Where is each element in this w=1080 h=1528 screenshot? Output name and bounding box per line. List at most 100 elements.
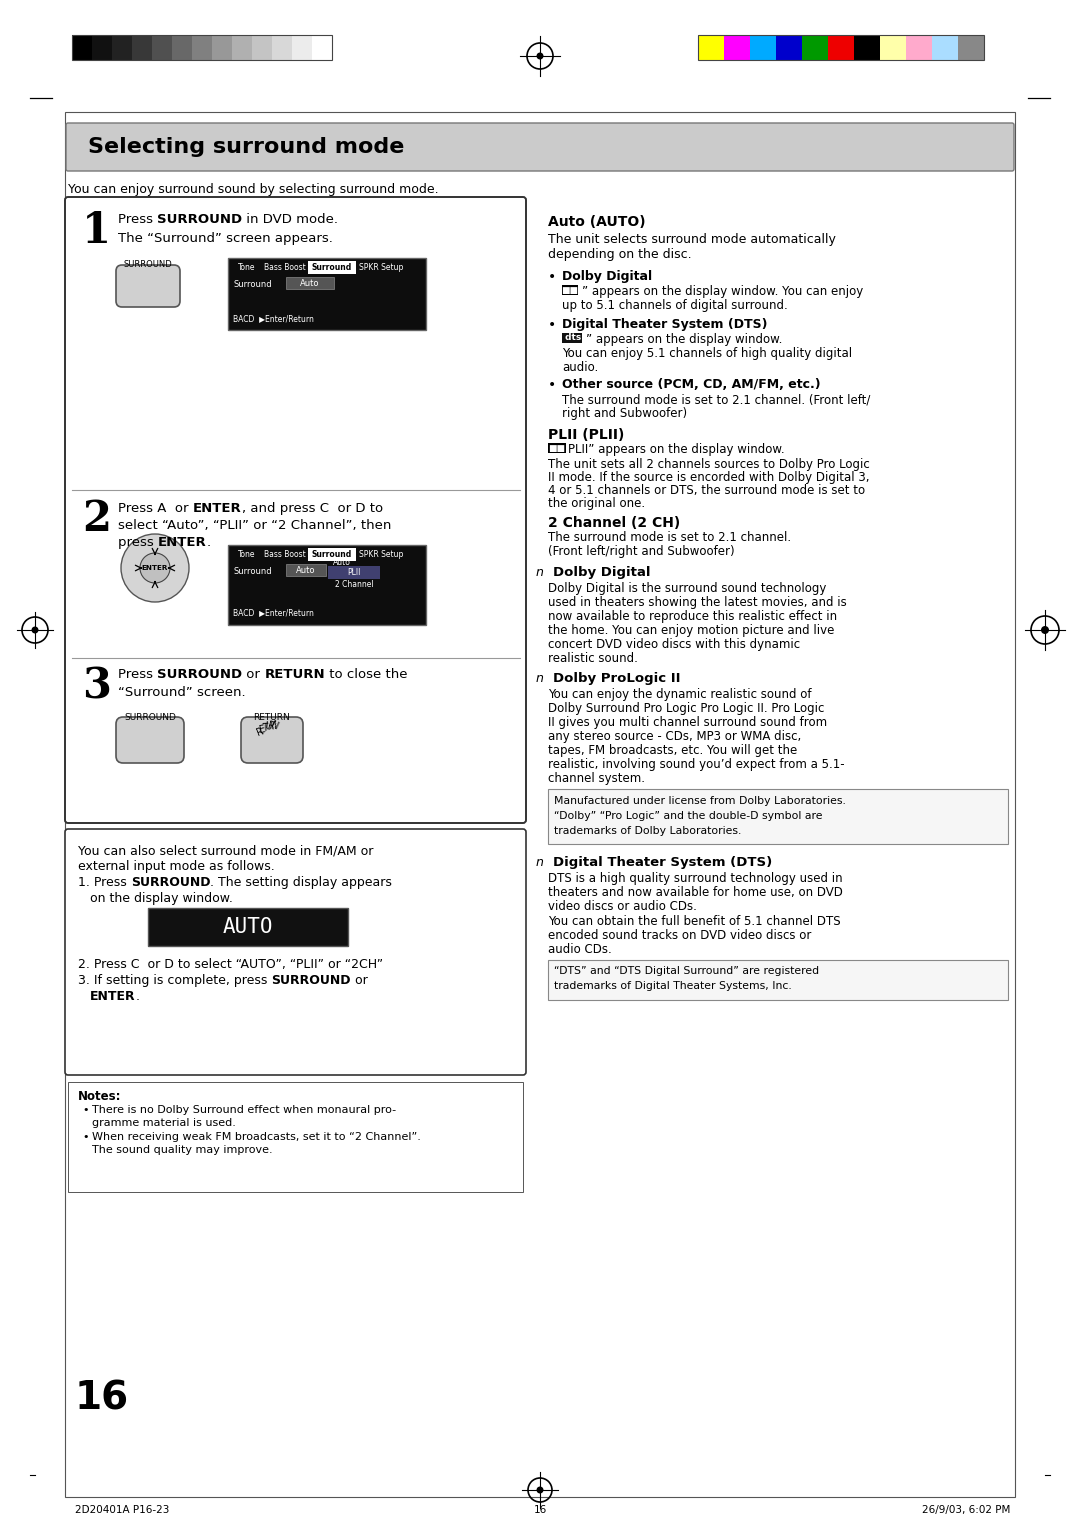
Text: n: n [536,672,544,685]
Text: Digital Theater System (DTS): Digital Theater System (DTS) [562,318,768,332]
Text: 2 Channel (2 CH): 2 Channel (2 CH) [548,516,680,530]
Circle shape [1041,626,1049,634]
Text: Auto: Auto [296,565,315,575]
Bar [698,35,984,60]
Text: You can obtain the full benefit of 5.1 channel DTS: You can obtain the full benefit of 5.1 c… [548,915,840,927]
Text: ENTER: ENTER [158,536,206,549]
Text: PLII: PLII [348,567,361,576]
Bar [880,35,906,60]
Text: Dolby ProLogic II: Dolby ProLogic II [553,672,680,685]
Text: 16: 16 [75,1380,130,1418]
Circle shape [537,52,543,60]
Text: Bass Boost: Bass Boost [265,263,306,272]
Text: .: . [136,990,139,1002]
Text: Press: Press [118,668,158,681]
Text: •: • [82,1132,89,1141]
Bar [724,35,750,60]
Text: BACD  ▶Enter/Return: BACD ▶Enter/Return [233,608,314,617]
FancyBboxPatch shape [116,717,184,762]
Text: Tone: Tone [239,550,256,559]
Bar [112,35,132,60]
Text: trademarks of Dolby Laboratories.: trademarks of Dolby Laboratories. [554,827,741,836]
Text: •: • [548,377,556,393]
Bar [308,261,356,274]
Circle shape [31,626,39,634]
Circle shape [140,553,170,584]
Text: video discs or audio CDs.: video discs or audio CDs. [548,900,697,914]
FancyBboxPatch shape [66,122,1014,171]
Bar [228,545,426,625]
Text: encoded sound tracks on DVD video discs or: encoded sound tracks on DVD video discs … [548,929,811,941]
Bar [68,1082,523,1192]
Text: select “Auto”, “PLII” or “2 Channel”, then: select “Auto”, “PLII” or “2 Channel”, th… [118,520,391,532]
Bar [72,35,92,60]
Text: II gives you multi channel surround sound from: II gives you multi channel surround soun… [548,717,827,729]
Text: (Front left/right and Subwoofer): (Front left/right and Subwoofer) [548,545,734,558]
Text: on the display window.: on the display window. [78,892,233,905]
Text: 2D20401A P16-23: 2D20401A P16-23 [75,1505,170,1514]
Text: You can enjoy the dynamic realistic sound of: You can enjoy the dynamic realistic soun… [548,688,811,701]
Text: E: E [258,724,267,735]
Bar [548,788,1008,843]
Text: The surround mode is set to 2.1 channel.: The surround mode is set to 2.1 channel. [548,532,792,544]
Text: ■■: ■■ [562,286,579,295]
Bar [132,35,152,60]
Text: .: . [206,536,211,549]
Text: tapes, FM broadcasts, etc. You will get the: tapes, FM broadcasts, etc. You will get … [548,744,797,756]
Text: The “Surround” screen appears.: The “Surround” screen appears. [118,232,333,244]
Text: n: n [536,856,544,869]
Text: SURROUND: SURROUND [158,212,242,226]
Bar [232,35,252,60]
Bar [72,35,332,60]
Text: in DVD mode.: in DVD mode. [242,212,338,226]
Text: RETURN: RETURN [265,668,325,681]
Text: 3: 3 [82,665,111,707]
Bar [152,35,172,60]
Text: to close the: to close the [325,668,407,681]
Text: channel system.: channel system. [548,772,645,785]
Text: Surround: Surround [233,567,272,576]
Bar [212,35,232,60]
FancyBboxPatch shape [241,717,303,762]
Bar [828,35,854,60]
Bar [286,277,334,289]
Circle shape [121,533,189,602]
Text: dts: dts [562,333,581,342]
Text: . The setting display appears: . The setting display appears [211,876,392,889]
Text: the home. You can enjoy motion picture and live: the home. You can enjoy motion picture a… [548,623,835,637]
Text: audio CDs.: audio CDs. [548,943,611,957]
Text: Dolby Digital: Dolby Digital [562,270,652,283]
Text: press: press [118,536,158,549]
Bar [932,35,958,60]
Text: external input mode as follows.: external input mode as follows. [78,860,274,872]
Text: SURROUND: SURROUND [158,668,242,681]
FancyBboxPatch shape [65,830,526,1076]
Text: ” appears on the display window. You can enjoy: ” appears on the display window. You can… [582,286,863,298]
Text: The surround mode is set to 2.1 channel. (Front left/: The surround mode is set to 2.1 channel.… [562,393,870,406]
Bar [854,35,880,60]
Text: DTS is a high quality surround technology used in: DTS is a high quality surround technolog… [548,872,842,885]
Text: 2. Press C  or D to select “AUTO”, “PLII” or “2CH”: 2. Press C or D to select “AUTO”, “PLII”… [78,958,383,970]
Text: “Surround” screen.: “Surround” screen. [118,686,245,698]
Text: trademarks of Digital Theater Systems, Inc.: trademarks of Digital Theater Systems, I… [554,981,792,992]
Text: Selecting surround mode: Selecting surround mode [87,138,404,157]
Bar [328,565,380,579]
Bar [562,286,578,295]
Text: SURROUND: SURROUND [123,260,173,269]
Bar [272,35,292,60]
Bar [92,35,112,60]
Text: ENTER: ENTER [141,565,168,571]
Text: •: • [548,270,556,284]
Text: Surround: Surround [312,550,352,559]
Text: Dolby Digital is the surround sound technology: Dolby Digital is the surround sound tech… [548,582,826,594]
Text: n: n [536,565,544,579]
Text: You can enjoy 5.1 channels of high quality digital: You can enjoy 5.1 channels of high quali… [562,347,852,361]
Bar [562,333,582,342]
Text: ■■: ■■ [549,443,566,452]
Text: II mode. If the source is encorded with Dolby Digital 3,: II mode. If the source is encorded with … [548,471,869,484]
Text: ENTER: ENTER [192,503,242,515]
Text: SURROUND: SURROUND [124,714,176,723]
Text: Tone: Tone [239,263,256,272]
Text: Surround: Surround [312,263,352,272]
Text: Bass Boost: Bass Boost [265,550,306,559]
